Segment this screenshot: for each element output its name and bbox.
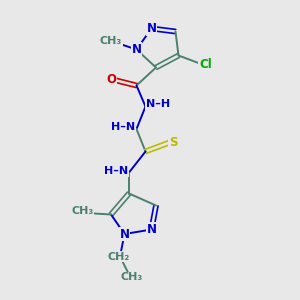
Text: CH₃: CH₃ [71, 206, 94, 217]
Text: H–N: H–N [104, 166, 128, 176]
Text: N: N [131, 43, 142, 56]
Text: CH₂: CH₂ [107, 251, 130, 262]
Text: N: N [146, 22, 157, 35]
Text: H–N: H–N [111, 122, 135, 132]
Text: CH₃: CH₃ [100, 35, 122, 46]
Text: N–H: N–H [146, 99, 170, 109]
Text: S: S [169, 136, 177, 149]
Text: Cl: Cl [199, 58, 212, 71]
Text: CH₃: CH₃ [121, 272, 143, 283]
Text: N: N [146, 223, 157, 236]
Text: O: O [106, 73, 116, 86]
Text: N: N [119, 227, 130, 241]
